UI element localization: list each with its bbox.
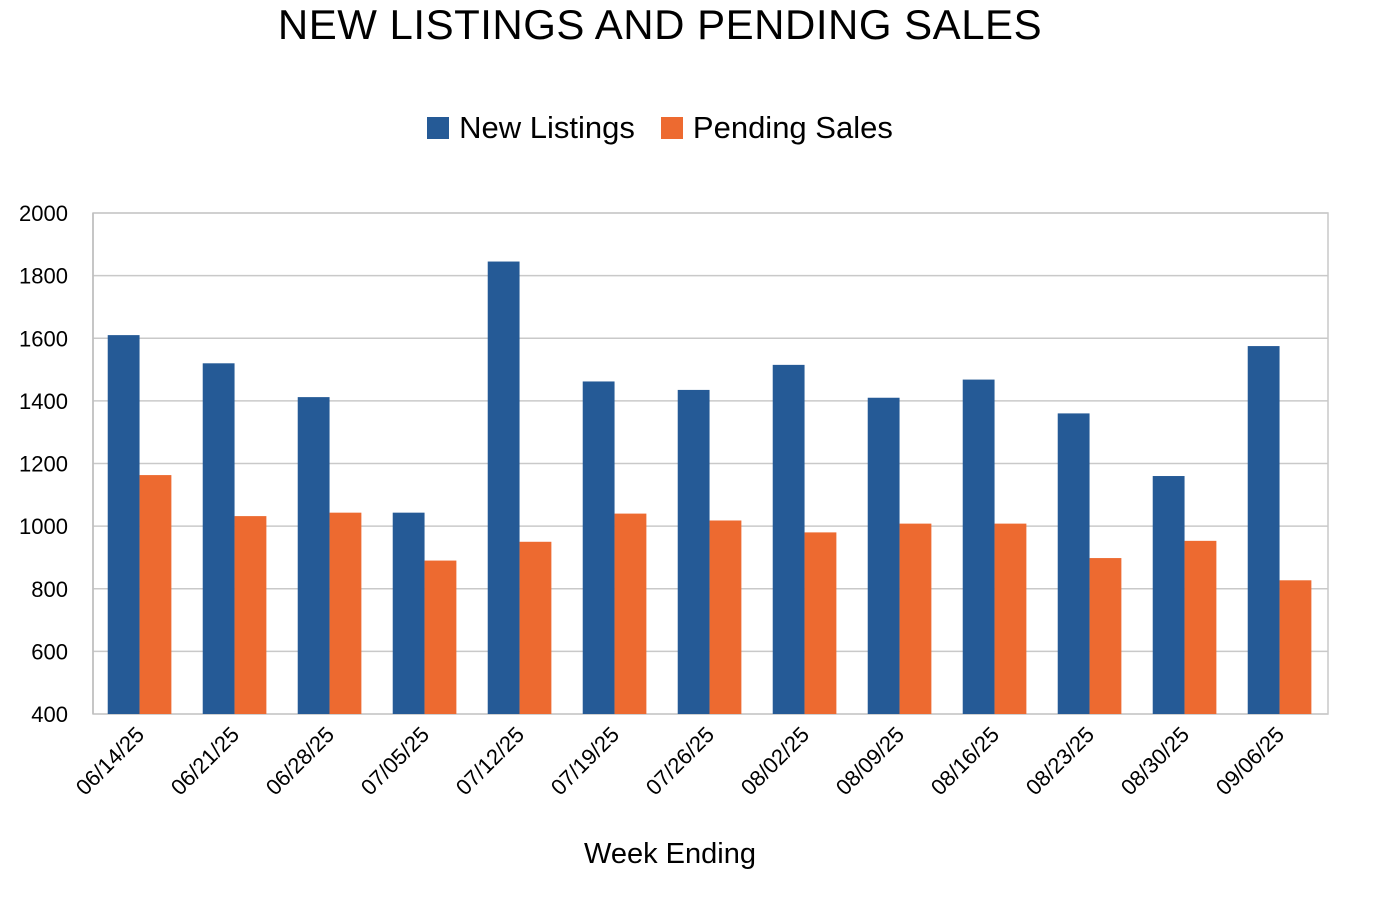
bar-pending-sales	[1279, 580, 1312, 714]
x-tick-label: 07/26/25	[641, 722, 719, 800]
y-tick-label: 1600	[19, 326, 68, 351]
bar-new-listings	[297, 397, 330, 714]
bar-new-listings	[1247, 346, 1280, 714]
legend-swatch-pending-sales	[660, 117, 683, 139]
bar-pending-sales	[709, 520, 742, 714]
legend-item-pending-sales[interactable]: Pending Sales	[660, 110, 893, 146]
bar-new-listings	[107, 335, 140, 714]
legend: New Listings Pending Sales	[0, 110, 1320, 146]
x-tick-label: 07/19/25	[546, 722, 624, 800]
legend-item-new-listings[interactable]: New Listings	[427, 110, 635, 146]
bar-pending-sales	[899, 523, 932, 714]
y-tick-label: 800	[31, 577, 68, 602]
bar-new-listings	[202, 363, 235, 714]
bar-pending-sales	[614, 513, 647, 714]
bar-pending-sales	[234, 516, 267, 714]
legend-label-pending-sales: Pending Sales	[692, 110, 893, 145]
x-tick-label: 08/09/25	[831, 722, 909, 800]
y-tick-label: 1400	[19, 389, 68, 414]
y-tick-label: 1800	[19, 264, 68, 289]
bar-new-listings	[487, 261, 520, 714]
x-tick-label: 06/28/25	[261, 722, 339, 800]
y-tick-label: 1200	[19, 452, 68, 477]
bar-new-listings	[1057, 413, 1090, 714]
bar-new-listings	[392, 512, 425, 714]
x-axis-label: Week Ending	[584, 838, 756, 870]
bar-pending-sales	[1184, 540, 1217, 714]
legend-swatch-new-listings	[427, 117, 450, 139]
bar-new-listings	[582, 381, 615, 714]
bar-new-listings	[677, 389, 710, 714]
y-tick-label: 600	[31, 639, 68, 664]
bar-pending-sales	[139, 475, 172, 714]
bar-new-listings	[772, 364, 805, 714]
bar-pending-sales	[329, 512, 362, 714]
x-tick-label: 08/30/25	[1116, 722, 1194, 800]
x-tick-label: 08/23/25	[1021, 722, 1099, 800]
bar-pending-sales	[804, 532, 837, 714]
x-tick-label: 08/16/25	[926, 722, 1004, 800]
x-tick-label: 07/12/25	[451, 722, 529, 800]
x-tick-label: 07/05/25	[356, 722, 434, 800]
y-tick-label: 400	[31, 702, 68, 727]
bar-pending-sales	[519, 541, 552, 714]
bar-new-listings	[867, 397, 900, 714]
bar-pending-sales	[424, 560, 457, 714]
legend-label-new-listings: New Listings	[459, 110, 635, 145]
bar-new-listings	[962, 379, 995, 714]
x-tick-label: 06/21/25	[166, 722, 244, 800]
chart-title: NEW LISTINGS AND PENDING SALES	[277, 1, 1043, 48]
y-tick-label: 1000	[19, 514, 68, 539]
bar-new-listings	[1152, 476, 1185, 714]
y-tick-label: 2000	[19, 201, 68, 226]
bar-pending-sales	[994, 523, 1027, 714]
x-tick-label: 08/02/25	[736, 722, 814, 800]
bar-pending-sales	[1089, 558, 1122, 714]
x-tick-label: 06/14/25	[71, 722, 149, 800]
x-tick-label: 09/06/25	[1211, 722, 1289, 800]
